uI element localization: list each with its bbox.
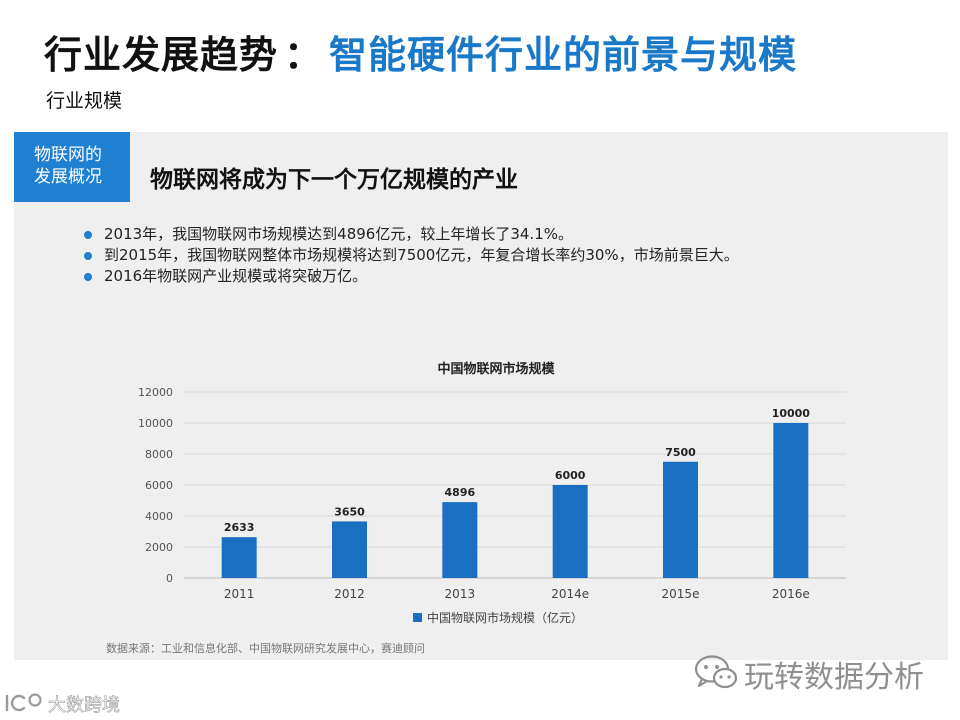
section-tag: 物联网的 发展概况 <box>14 132 130 202</box>
y-tick-label: 12000 <box>138 386 173 399</box>
x-tick-label: 2013 <box>445 587 476 601</box>
watermark-text: 玩转数据分析 <box>744 660 924 695</box>
brand-logo-icon <box>5 693 42 712</box>
y-tick-label: 0 <box>166 572 173 585</box>
bar <box>221 537 257 578</box>
y-tick-label: 4000 <box>145 510 173 523</box>
slide-subtitle: 行业规模 <box>46 90 123 112</box>
bar <box>773 423 809 578</box>
data-label: 6000 <box>555 469 586 482</box>
data-label: 3650 <box>334 505 365 518</box>
slide-title-separator: ： <box>284 33 324 77</box>
bottom-logo-text: 大数跨境 <box>48 695 121 717</box>
bullet-text: 到2015年，我国物联网整体市场规模将达到7500亿元，年复合增长率约30%，市… <box>104 246 739 264</box>
data-label: 2633 <box>224 521 255 534</box>
legend-swatch <box>413 613 422 622</box>
bar <box>332 521 367 578</box>
slide-title-sub: 智能硬件行业的前景与规模 <box>329 33 798 77</box>
slide-title: 行业发展趋势：智能硬件行业的前景与规模 <box>44 24 797 79</box>
bullet-text: 2013年，我国物联网市场规模达到4896亿元，较上年增长了34.1%。 <box>104 225 574 243</box>
y-tick-label: 2000 <box>145 541 173 554</box>
bullet-item: 2013年，我国物联网市场规模达到4896亿元，较上年增长了34.1%。 <box>84 224 739 245</box>
data-source-note: 数据来源：工业和信息化部、中国物联网研究发展中心，赛迪顾问 <box>106 642 425 655</box>
bullet-text: 2016年物联网产业规模或将突破万亿。 <box>104 267 368 285</box>
x-tick-label: 2011 <box>224 587 255 601</box>
data-label: 4896 <box>445 486 476 499</box>
section-tag-line1: 物联网的 <box>34 145 102 165</box>
y-tick-label: 8000 <box>145 448 173 461</box>
bullet-list: 2013年，我国物联网市场规模达到4896亿元，较上年增长了34.1%。 到20… <box>84 224 739 287</box>
section-tag-line2: 发展概况 <box>34 167 102 187</box>
bullet-dot-icon <box>84 273 92 281</box>
wechat-icon <box>694 655 738 689</box>
bullet-dot-icon <box>84 231 92 239</box>
x-tick-label: 2015e <box>662 587 700 601</box>
data-label: 7500 <box>665 446 696 459</box>
bullet-dot-icon <box>84 252 92 260</box>
bar <box>552 485 588 578</box>
bullet-item: 到2015年，我国物联网整体市场规模将达到7500亿元，年复合增长率约30%，市… <box>84 245 739 266</box>
bar <box>663 461 698 578</box>
bar <box>442 502 478 578</box>
slide-title-main: 行业发展趋势 <box>44 33 279 77</box>
chart-title: 中国物联网市场规模 <box>437 361 555 377</box>
data-label: 10000 <box>772 407 811 420</box>
legend-label: 中国物联网市场规模（亿元） <box>427 610 583 625</box>
x-tick-label: 2012 <box>334 587 365 601</box>
x-tick-label: 2016e <box>772 587 810 601</box>
panel-heading: 物联网将成为下一个万亿规模的产业 <box>150 167 518 193</box>
y-tick-label: 10000 <box>138 417 173 430</box>
bullet-item: 2016年物联网产业规模或将突破万亿。 <box>84 266 739 287</box>
x-tick-label: 2014e <box>551 587 589 601</box>
y-tick-label: 6000 <box>145 479 173 492</box>
